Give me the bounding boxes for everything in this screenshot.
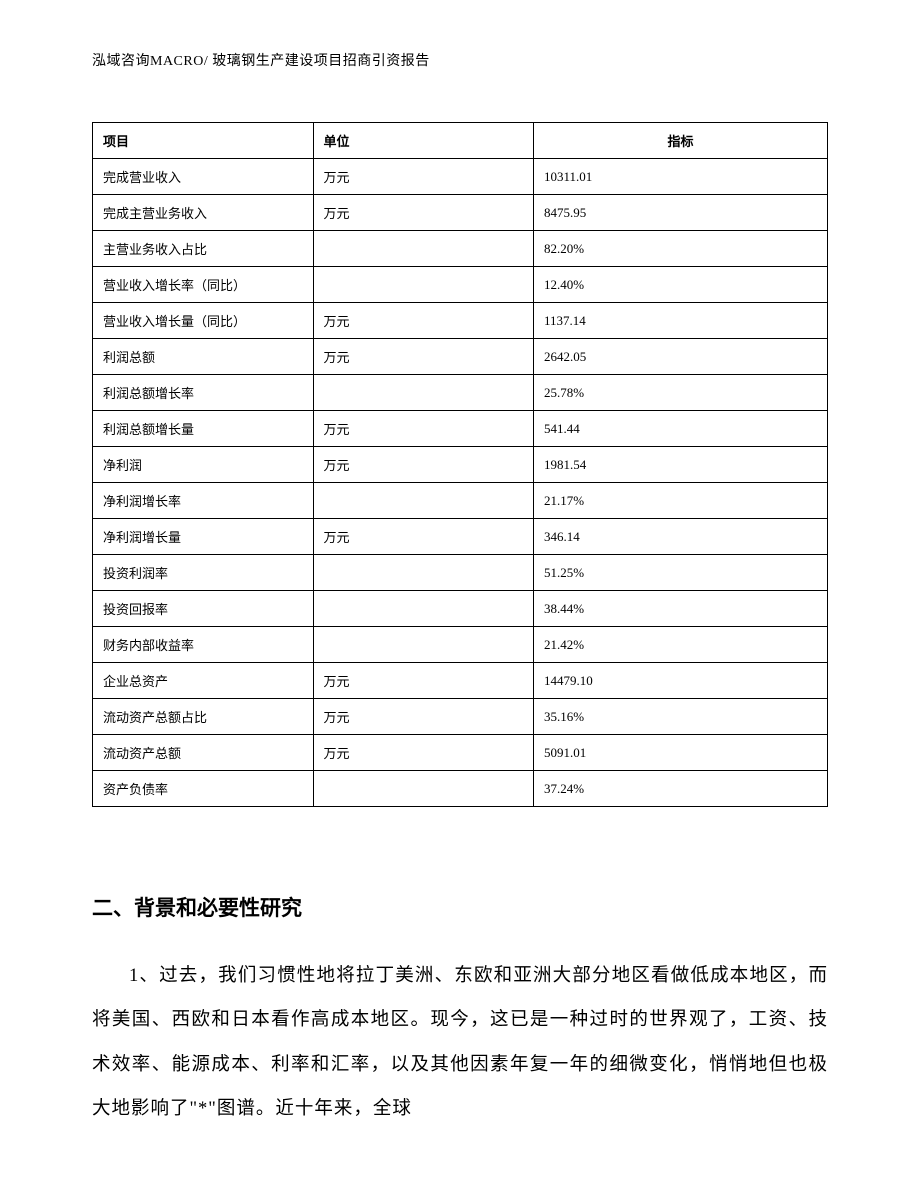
table-cell: 万元	[313, 519, 534, 555]
heading-text: 二、背景和必要性研究	[92, 897, 302, 920]
table-cell: 38.44%	[534, 591, 828, 627]
table-cell: 82.20%	[534, 231, 828, 267]
table-body: 完成营业收入万元10311.01完成主营业务收入万元8475.95主营业务收入占…	[93, 159, 828, 807]
table-cell: 万元	[313, 447, 534, 483]
table-row: 投资回报率 38.44%	[93, 591, 828, 627]
table-cell: 投资利润率	[93, 555, 314, 591]
table-cell: 完成营业收入	[93, 159, 314, 195]
table-cell: 8475.95	[534, 195, 828, 231]
table-row: 净利润增长率 21.17%	[93, 483, 828, 519]
table-row: 完成营业收入万元10311.01	[93, 159, 828, 195]
table-cell: 财务内部收益率	[93, 627, 314, 663]
table-row: 主营业务收入占比 82.20%	[93, 231, 828, 267]
table-cell: 营业收入增长量（同比）	[93, 303, 314, 339]
column-header: 指标	[534, 123, 828, 159]
table-cell: 利润总额	[93, 339, 314, 375]
table-cell: 万元	[313, 195, 534, 231]
table-cell: 25.78%	[534, 375, 828, 411]
table-cell	[313, 627, 534, 663]
table-cell: 万元	[313, 303, 534, 339]
table-row: 净利润增长量万元346.14	[93, 519, 828, 555]
table-row: 利润总额增长量万元541.44	[93, 411, 828, 447]
table-cell: 346.14	[534, 519, 828, 555]
table-row: 流动资产总额万元5091.01	[93, 735, 828, 771]
table-cell	[313, 483, 534, 519]
table-cell: 万元	[313, 411, 534, 447]
table-cell: 14479.10	[534, 663, 828, 699]
section-heading: 二、背景和必要性研究	[92, 892, 828, 922]
table-cell: 万元	[313, 699, 534, 735]
paragraph: 1、过去，我们习惯性地将拉丁美洲、东欧和亚洲大部分地区看做低成本地区，而将美国、…	[92, 954, 828, 1132]
financial-table: 项目 单位 指标 完成营业收入万元10311.01完成主营业务收入万元8475.…	[92, 122, 828, 807]
table-cell: 投资回报率	[93, 591, 314, 627]
table-cell: 51.25%	[534, 555, 828, 591]
table-cell: 12.40%	[534, 267, 828, 303]
table-row: 流动资产总额占比万元35.16%	[93, 699, 828, 735]
table-cell: 净利润增长量	[93, 519, 314, 555]
table-row: 营业收入增长率（同比） 12.40%	[93, 267, 828, 303]
table-cell	[313, 555, 534, 591]
table-cell	[313, 591, 534, 627]
table-row: 净利润万元1981.54	[93, 447, 828, 483]
table-cell: 营业收入增长率（同比）	[93, 267, 314, 303]
table-cell: 1137.14	[534, 303, 828, 339]
table-row: 利润总额万元2642.05	[93, 339, 828, 375]
table-cell: 万元	[313, 159, 534, 195]
table-cell: 万元	[313, 339, 534, 375]
table-cell: 主营业务收入占比	[93, 231, 314, 267]
table-cell: 企业总资产	[93, 663, 314, 699]
table-cell: 1981.54	[534, 447, 828, 483]
table-row: 投资利润率 51.25%	[93, 555, 828, 591]
table-cell: 541.44	[534, 411, 828, 447]
table-cell	[313, 771, 534, 807]
table-header-row: 项目 单位 指标	[93, 123, 828, 159]
table-cell: 10311.01	[534, 159, 828, 195]
table-cell	[313, 231, 534, 267]
column-header: 单位	[313, 123, 534, 159]
table-cell: 利润总额增长率	[93, 375, 314, 411]
table-cell: 利润总额增长量	[93, 411, 314, 447]
table-cell: 流动资产总额占比	[93, 699, 314, 735]
table-cell: 资产负债率	[93, 771, 314, 807]
table-cell: 流动资产总额	[93, 735, 314, 771]
table-cell: 万元	[313, 663, 534, 699]
table-cell: 21.17%	[534, 483, 828, 519]
table-row: 完成主营业务收入万元8475.95	[93, 195, 828, 231]
table-cell: 完成主营业务收入	[93, 195, 314, 231]
table-cell: 万元	[313, 735, 534, 771]
column-header: 项目	[93, 123, 314, 159]
table-cell: 5091.01	[534, 735, 828, 771]
table-cell: 21.42%	[534, 627, 828, 663]
table-cell: 2642.05	[534, 339, 828, 375]
table-cell: 净利润增长率	[93, 483, 314, 519]
header-text: 泓域咨询MACRO/ 玻璃钢生产建设项目招商引资报告	[92, 54, 430, 69]
table-row: 企业总资产万元14479.10	[93, 663, 828, 699]
table-cell: 37.24%	[534, 771, 828, 807]
table-row: 资产负债率 37.24%	[93, 771, 828, 807]
document-header: 泓域咨询MACRO/ 玻璃钢生产建设项目招商引资报告	[92, 50, 828, 70]
table-cell	[313, 267, 534, 303]
table-cell: 35.16%	[534, 699, 828, 735]
table-cell	[313, 375, 534, 411]
table-row: 营业收入增长量（同比）万元1137.14	[93, 303, 828, 339]
body-text: 1、过去，我们习惯性地将拉丁美洲、东欧和亚洲大部分地区看做低成本地区，而将美国、…	[92, 954, 828, 1132]
table-row: 财务内部收益率 21.42%	[93, 627, 828, 663]
table-cell: 净利润	[93, 447, 314, 483]
table-row: 利润总额增长率 25.78%	[93, 375, 828, 411]
